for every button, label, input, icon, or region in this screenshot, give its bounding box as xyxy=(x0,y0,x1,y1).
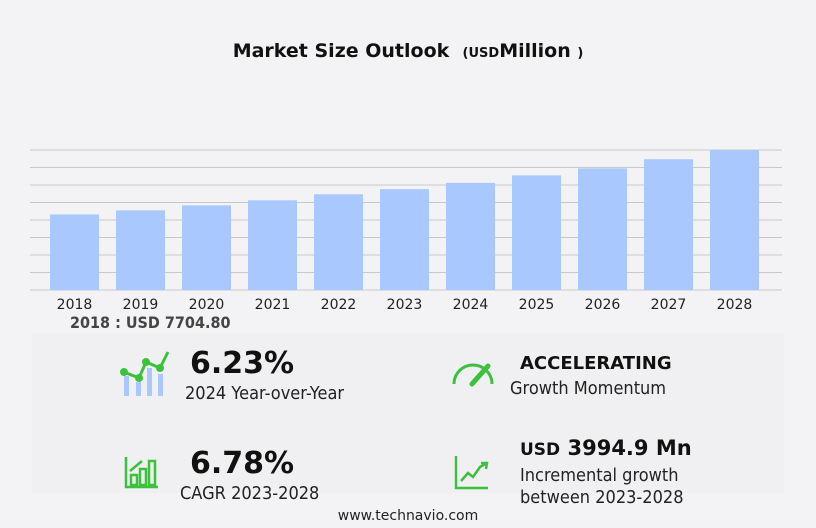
bar-2023 xyxy=(380,189,429,290)
incremental-label-1: Incremental growth xyxy=(520,465,679,486)
bar-2028 xyxy=(710,150,759,290)
bar-growth-icon xyxy=(124,457,158,489)
incremental-amount: 3994.9 Mn xyxy=(567,436,692,460)
trend-line-icon xyxy=(454,456,489,490)
bar-2019 xyxy=(116,210,165,290)
cagr-label: CAGR 2023-2028 xyxy=(180,483,320,504)
x-tick-label: 2018 xyxy=(57,297,93,313)
yoy-label: 2024 Year-over-Year xyxy=(185,383,345,404)
x-tick-label: 2028 xyxy=(717,297,753,313)
momentum-label: Growth Momentum xyxy=(510,378,667,399)
title-text: Market Size Outlook xyxy=(232,40,450,62)
x-tick-label: 2021 xyxy=(255,297,291,313)
speedometer-icon xyxy=(452,363,494,387)
footer-url: www.technavio.com xyxy=(337,508,479,524)
x-tick-label: 2019 xyxy=(123,297,159,313)
bar-2025 xyxy=(512,175,561,290)
growth-chart-icon xyxy=(120,351,170,396)
x-tick-label: 2026 xyxy=(585,297,621,313)
x-tick-label: 2027 xyxy=(651,297,687,313)
first-value-label: 2018 : USD 7704.80 xyxy=(70,313,231,332)
incremental-value: USD 3994.9 Mn xyxy=(520,436,692,460)
x-tick-label: 2022 xyxy=(321,297,357,313)
bar-2018 xyxy=(50,214,99,290)
incremental-label-2: between 2023-2028 xyxy=(520,487,684,508)
x-tick-label: 2020 xyxy=(189,297,225,313)
x-tick-label: 2024 xyxy=(453,297,489,313)
bar-chart: 2018 2019 2020 2021 2022 2023 2024 2025 2026 2027… xyxy=(30,149,782,313)
yoy-value: 6.23% xyxy=(190,346,295,381)
bar-2020 xyxy=(182,205,231,290)
stats-panel xyxy=(32,333,784,493)
bar-2024 xyxy=(446,182,495,290)
unit-text: Million xyxy=(499,40,571,62)
chart-title: Market Size Outlook (USDMillion ) xyxy=(232,40,584,62)
bar-2027 xyxy=(644,159,693,290)
bar-2026 xyxy=(578,168,627,290)
momentum-value: ACCELERATING xyxy=(520,353,672,374)
unit-prefix: USD xyxy=(468,46,500,61)
x-tick-label: 2025 xyxy=(519,297,555,313)
bar-2021 xyxy=(248,200,297,290)
x-tick-label: 2023 xyxy=(387,297,423,313)
bar-2022 xyxy=(314,194,363,290)
cagr-value: 6.78% xyxy=(190,446,295,481)
incremental-prefix: USD xyxy=(520,440,561,460)
